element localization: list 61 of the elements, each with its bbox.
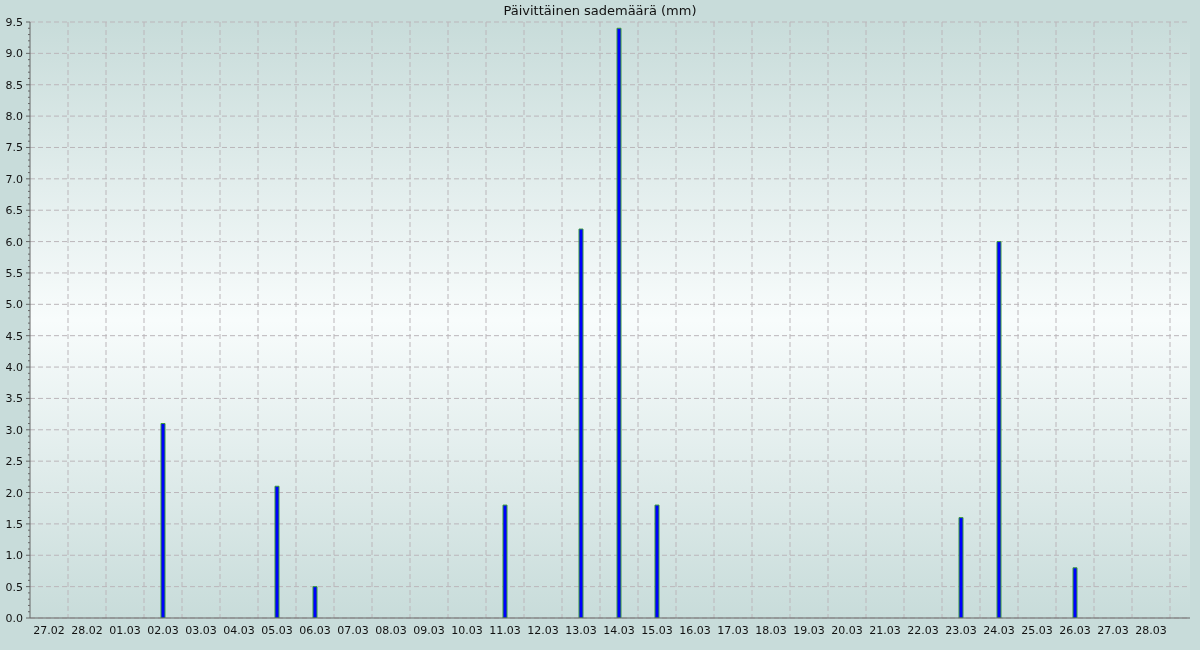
x-tick-label: 10.03 bbox=[451, 623, 483, 637]
x-tick-label: 02.03 bbox=[147, 623, 179, 637]
bar bbox=[274, 485, 280, 618]
y-tick-label: 5.0 bbox=[5, 298, 23, 312]
x-tick-label: 08.03 bbox=[375, 623, 407, 637]
y-tick-label: 8.0 bbox=[5, 110, 23, 124]
x-tick-label: 26.03 bbox=[1059, 623, 1091, 637]
x-tick-label: 24.03 bbox=[983, 623, 1015, 637]
x-tick-label: 22.03 bbox=[907, 623, 939, 637]
x-tick-label: 18.03 bbox=[755, 623, 787, 637]
bar bbox=[958, 517, 964, 618]
y-tick-label: 3.0 bbox=[5, 423, 23, 437]
y-tick-label: 3.5 bbox=[5, 392, 23, 406]
y-tick-label: 9.5 bbox=[5, 16, 23, 29]
x-tick-label: 03.03 bbox=[185, 623, 217, 637]
x-tick-label: 05.03 bbox=[261, 623, 293, 637]
x-tick-label: 01.03 bbox=[109, 623, 141, 637]
bar bbox=[1072, 567, 1078, 618]
x-tick-label: 19.03 bbox=[793, 623, 825, 637]
y-tick-label: 6.5 bbox=[5, 204, 23, 218]
y-tick-label: 5.5 bbox=[5, 266, 23, 280]
chart-title: Päivittäinen sademäärä (mm) bbox=[503, 3, 697, 18]
x-tick-label: 17.03 bbox=[717, 623, 749, 637]
y-tick-label: 4.5 bbox=[5, 329, 23, 343]
x-tick-label: 28.02 bbox=[71, 623, 103, 637]
bar bbox=[502, 504, 508, 618]
x-tick-label: 04.03 bbox=[223, 623, 255, 637]
x-tick-label: 14.03 bbox=[603, 623, 635, 637]
x-tick-label: 13.03 bbox=[565, 623, 597, 637]
x-tick-label: 12.03 bbox=[527, 623, 559, 637]
x-tick-label: 09.03 bbox=[413, 623, 445, 637]
bar bbox=[578, 228, 584, 618]
bar bbox=[654, 504, 660, 618]
x-tick-label: 25.03 bbox=[1021, 623, 1053, 637]
y-tick-label: 6.0 bbox=[5, 235, 23, 249]
x-tick-label: 23.03 bbox=[945, 623, 977, 637]
y-tick-label: 1.5 bbox=[5, 517, 23, 531]
y-tick-label: 7.0 bbox=[5, 172, 23, 186]
x-tick-label: 06.03 bbox=[299, 623, 331, 637]
x-tick-label: 11.03 bbox=[489, 623, 521, 637]
y-tick-label: 2.0 bbox=[5, 486, 23, 500]
y-tick-label: 2.5 bbox=[5, 455, 23, 469]
y-tick-label: 7.5 bbox=[5, 141, 23, 155]
y-tick-label: 4.0 bbox=[5, 361, 23, 375]
x-tick-label: 21.03 bbox=[869, 623, 901, 637]
bar bbox=[160, 423, 166, 618]
y-tick-label: 0.0 bbox=[5, 612, 23, 625]
x-tick-label: 27.02 bbox=[33, 623, 65, 637]
x-tick-label: 15.03 bbox=[641, 623, 673, 637]
x-tick-label: 16.03 bbox=[679, 623, 711, 637]
y-tick-label: 1.0 bbox=[5, 549, 23, 563]
x-tick-label: 27.03 bbox=[1097, 623, 1129, 637]
bar bbox=[312, 586, 318, 618]
y-tick-label: 9.0 bbox=[5, 47, 23, 61]
bar bbox=[616, 27, 622, 618]
x-tick-label: 07.03 bbox=[337, 623, 369, 637]
x-tick-label: 28.03 bbox=[1135, 623, 1167, 637]
x-tick-label: 20.03 bbox=[831, 623, 863, 637]
y-tick-label: 8.5 bbox=[5, 78, 23, 92]
y-tick-label: 0.5 bbox=[5, 580, 23, 594]
bar bbox=[996, 241, 1002, 618]
